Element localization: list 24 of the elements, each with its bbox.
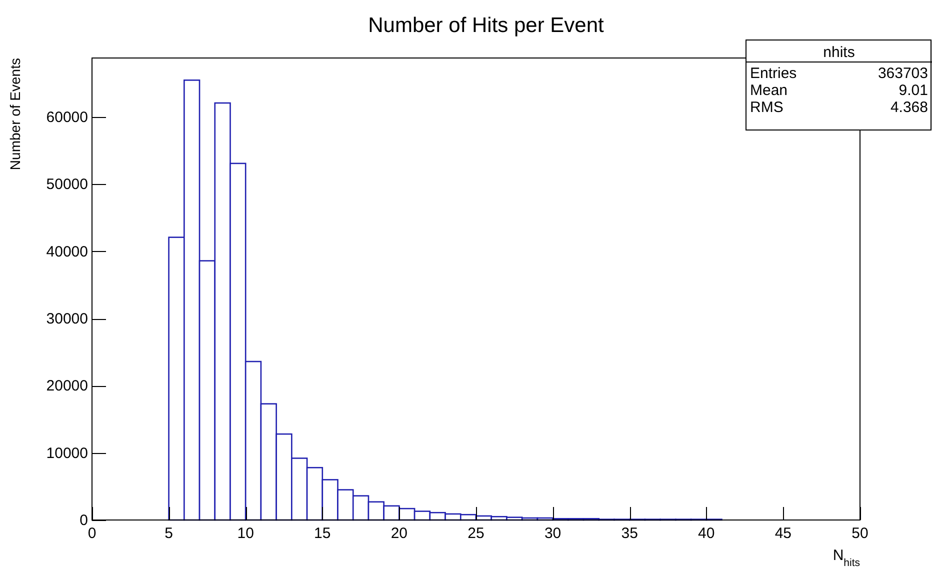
y-tick-label: 10000 — [46, 444, 88, 462]
x-tick-label: 20 — [390, 525, 408, 542]
chart-title: Number of Hits per Event — [368, 14, 604, 37]
y-axis-title: Number of Events — [7, 58, 23, 170]
y-tick-label: 0 — [80, 512, 88, 529]
x-tick-label: 25 — [468, 525, 484, 542]
y-tick-label: 60000 — [46, 109, 88, 126]
x-tick-label: 30 — [544, 525, 562, 542]
text: Entries 363703 — [750, 65, 928, 82]
x-tick-label: 50 — [852, 525, 868, 542]
text: Mean 9.01 — [750, 82, 928, 99]
x-tick-label: 10 — [237, 525, 254, 542]
annotation: nhits — [823, 44, 855, 61]
y-tick-label: 30000 — [46, 310, 88, 328]
x-tick-label: 15 — [314, 525, 331, 542]
x-tick-label: 45 — [774, 525, 792, 542]
y-tick-label: 20000 — [46, 378, 88, 395]
x-axis-title: N$_{hits}$ — [832, 547, 860, 568]
x-tick-label: 5 — [164, 525, 173, 542]
y-tick-label: 50000 — [46, 176, 88, 194]
text: RMS 4.368 — [750, 99, 928, 116]
x-tick-label: 40 — [698, 525, 715, 542]
x-tick-label: 35 — [621, 525, 638, 542]
y-tick-label: 40000 — [46, 243, 88, 260]
